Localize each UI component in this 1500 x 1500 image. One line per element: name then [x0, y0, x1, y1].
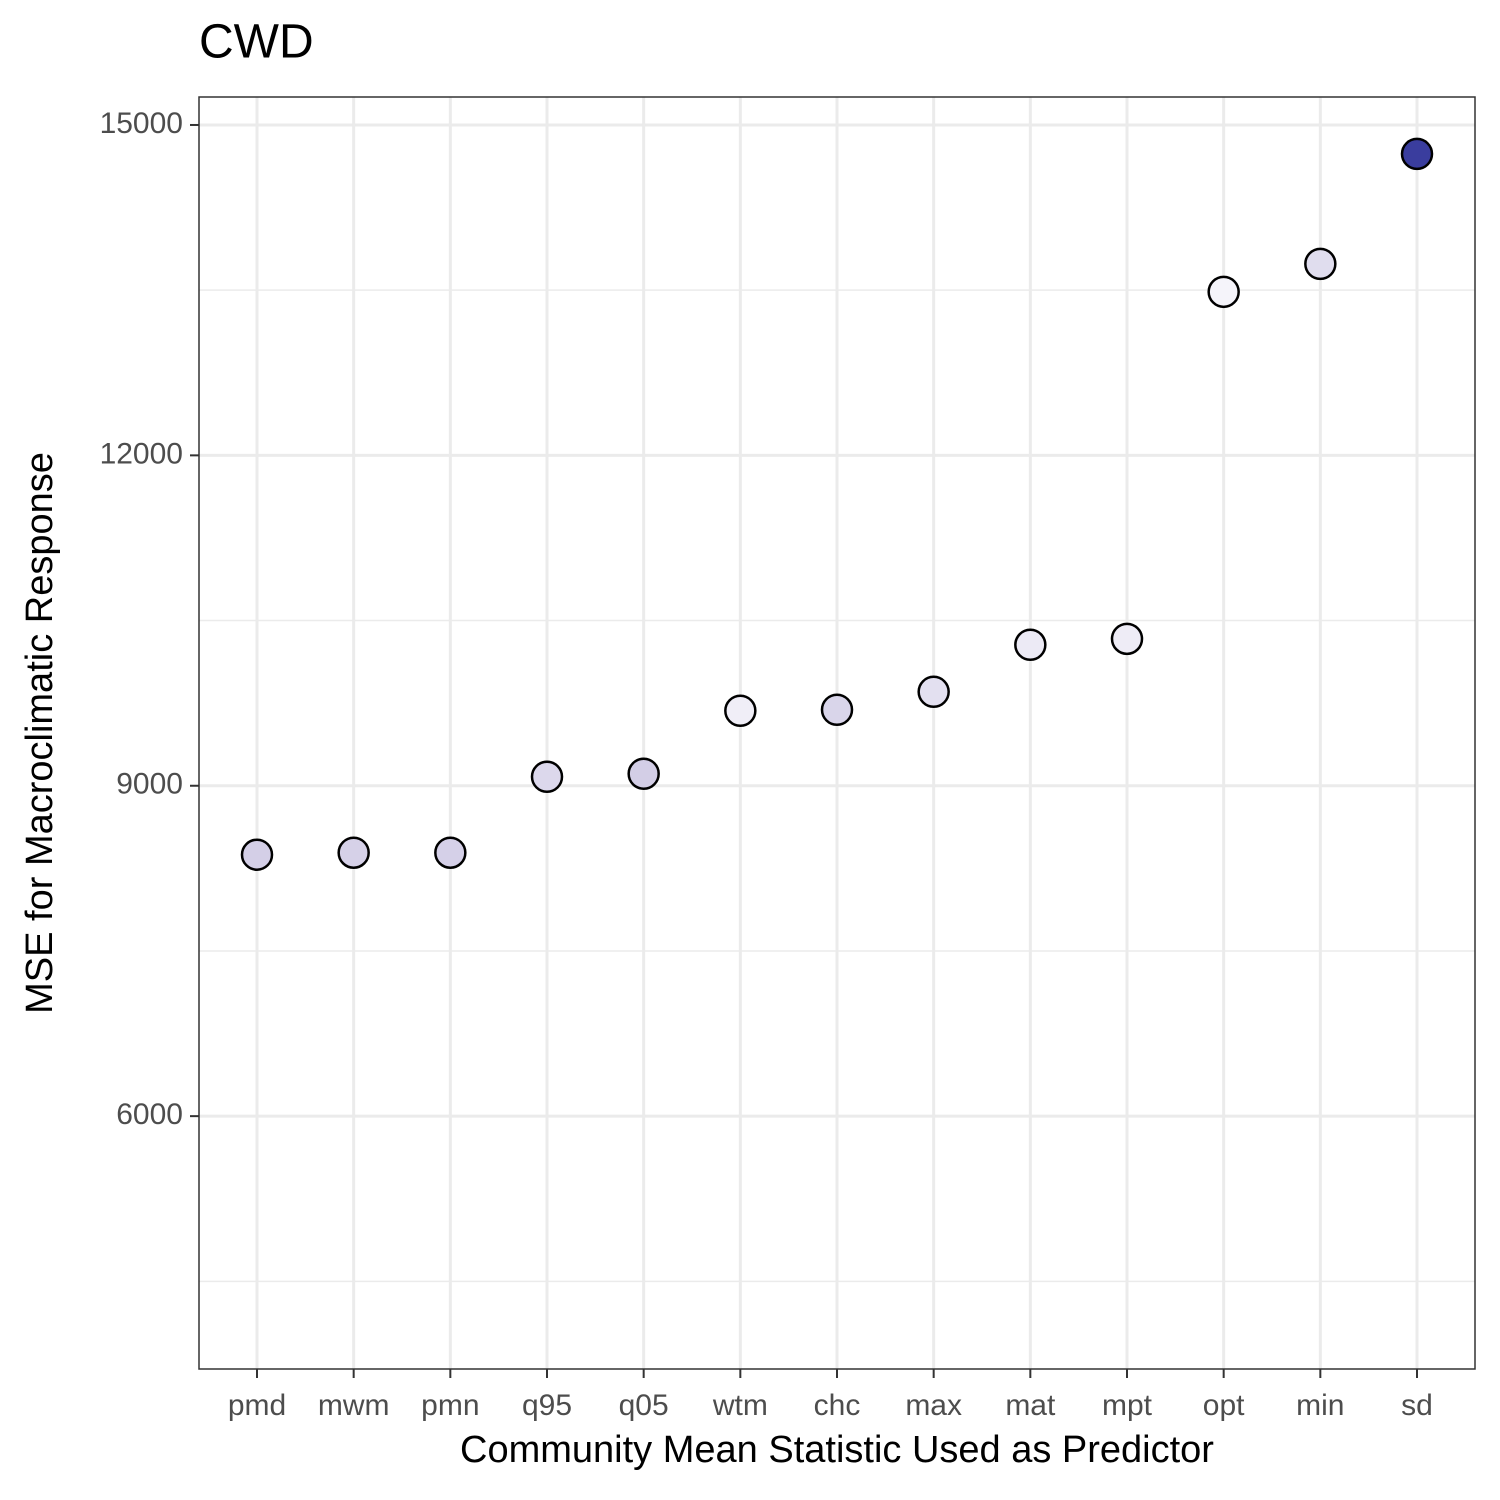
x-tick-label: mwm — [318, 1389, 390, 1422]
point — [820, 693, 854, 727]
y-tick-label: 9000 — [116, 768, 183, 801]
x-tick-label: min — [1296, 1389, 1344, 1422]
point — [627, 757, 660, 790]
x-axis-title: Community Mean Statistic Used as Predict… — [460, 1429, 1214, 1471]
point — [1207, 275, 1240, 309]
x-tick-label: wtm — [712, 1389, 768, 1422]
x-tick-label: opt — [1203, 1389, 1245, 1422]
point — [1400, 137, 1434, 171]
x-tick-label: q95 — [522, 1389, 572, 1422]
grid — [199, 97, 1475, 1369]
x-tick-label: pmn — [421, 1389, 479, 1422]
point — [917, 675, 950, 709]
x-tick-label: max — [905, 1389, 962, 1422]
point — [1110, 622, 1144, 656]
point — [337, 836, 370, 869]
x-tick-label: mpt — [1102, 1389, 1153, 1422]
point — [240, 838, 274, 871]
y-tick-label: 12000 — [100, 437, 183, 470]
y-axis-title: MSE for Macroclimatic Response — [19, 452, 61, 1014]
marks — [240, 137, 1434, 871]
point — [1304, 247, 1337, 281]
y-tick-label: 15000 — [100, 107, 183, 140]
point — [1014, 628, 1047, 662]
x-tick-label: chc — [814, 1389, 861, 1422]
y-tick-label: 6000 — [116, 1098, 183, 1131]
point — [434, 836, 467, 869]
x-tick-label: q05 — [619, 1389, 669, 1422]
chart-title: CWD — [199, 16, 314, 69]
point — [530, 760, 564, 793]
x-tick-label: sd — [1401, 1389, 1433, 1422]
x-tick-label: pmd — [228, 1389, 286, 1422]
point — [724, 694, 757, 728]
x-tick-label: mat — [1005, 1389, 1056, 1422]
